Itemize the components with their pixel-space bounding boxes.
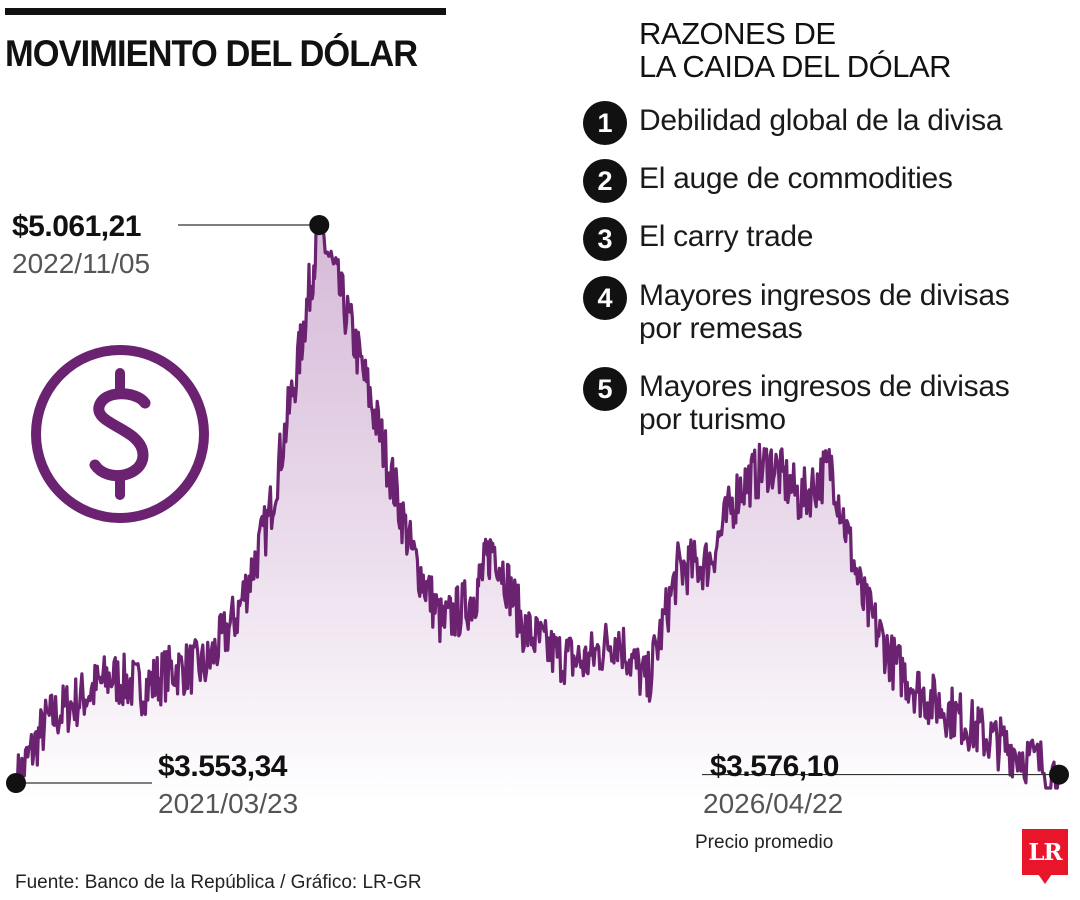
title-rule	[5, 8, 446, 15]
end-date-label: 2026/04/22	[703, 788, 844, 819]
reason-item-1: 1 Debilidad global de la divisa	[583, 101, 1059, 145]
reasons-title-line1: RAZONES DE	[639, 16, 836, 51]
reason-item-4: 4 Mayores ingresos de divisas por remesa…	[583, 276, 1059, 345]
end-value-label: $3.576,10	[710, 750, 839, 783]
reason-text-line: El carry trade	[639, 220, 814, 253]
peak-marker	[309, 215, 330, 235]
reason-text-line: El auge de commodities	[639, 162, 953, 195]
reason-number-badge: 1	[583, 101, 627, 145]
price-label: Precio promedio	[695, 832, 834, 853]
reason-number-badge: 3	[583, 217, 627, 261]
reason-number-badge: 2	[583, 159, 627, 203]
reason-number-badge: 5	[583, 367, 627, 411]
reason-text-line: Debilidad global de la divisa	[639, 104, 1003, 137]
price-area	[16, 225, 1059, 800]
reason-text-line: Mayores ingresos de divisas	[639, 370, 1010, 403]
reason-text: Mayores ingresos de divisas por turismo	[639, 370, 1059, 436]
reason-text-line: por turismo	[639, 403, 786, 436]
start-date-label: 2021/03/23	[158, 788, 299, 819]
peak-value-label: $5.061,21	[12, 210, 141, 243]
reason-text-line: Mayores ingresos de divisas	[639, 279, 1010, 312]
la-republica-logo: LR	[1022, 829, 1068, 875]
logo-tail	[1038, 874, 1052, 884]
start-value-label: $3.553,34	[158, 750, 287, 783]
reason-text: El carry trade	[639, 220, 1059, 253]
reason-text-line: por remesas	[639, 312, 803, 345]
reasons-title-line2: LA CAIDA DEL DÓLAR	[639, 49, 952, 84]
peak-date-label: 2022/11/05	[12, 248, 151, 279]
reason-text: Debilidad global de la divisa	[639, 104, 1059, 137]
reason-text: Mayores ingresos de divisas por remesas	[639, 279, 1059, 345]
page-title: MOVIMIENTO DEL DÓLAR	[5, 33, 418, 74]
dollar-circle-icon	[31, 345, 209, 523]
price-line	[14, 223, 1061, 790]
reason-item-5: 5 Mayores ingresos de divisas por turism…	[583, 367, 1059, 436]
reasons-title: RAZONES DE LA CAIDA DEL DÓLAR	[639, 17, 1069, 83]
reason-item-2: 2 El auge de commodities	[583, 159, 1059, 203]
start-marker	[6, 773, 26, 793]
reason-item-3: 3 El carry trade	[583, 217, 1059, 261]
reason-text: El auge de commodities	[639, 162, 1059, 195]
end-marker	[1049, 764, 1069, 785]
source-credit: Fuente: Banco de la República / Gráfico:…	[15, 872, 422, 893]
reason-number-badge: 4	[583, 276, 627, 320]
